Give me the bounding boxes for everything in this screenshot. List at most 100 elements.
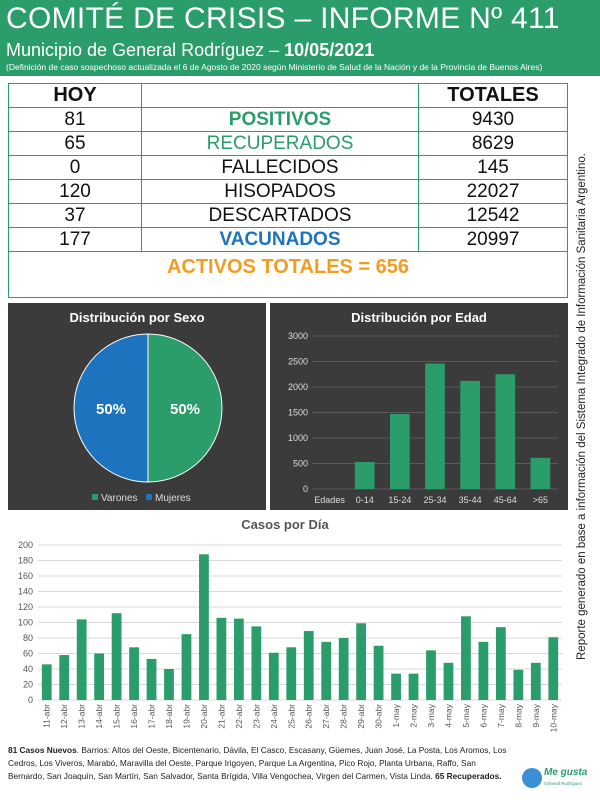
day-bar xyxy=(530,662,541,700)
daily-cases-panel: Casos por Día 0 20 40 60 80 100 120 140 160 180 20… xyxy=(0,514,570,739)
x-tick-label: 2-may xyxy=(409,703,419,727)
y-tick-label: 180 xyxy=(18,556,33,566)
row-label: FALLECIDOS xyxy=(141,156,419,179)
x-tick-label: 1-may xyxy=(391,703,401,727)
day-bar xyxy=(443,662,454,700)
x-tick-label: 15-abr xyxy=(112,704,122,729)
legend-label: Mujeres xyxy=(155,493,191,504)
report-subtitle: Municipio de General Rodríguez – 10/05/2… xyxy=(6,40,374,61)
hoy-value: 65 xyxy=(64,133,86,154)
new-cases-count: 81 Casos Nuevos xyxy=(8,745,77,755)
row-hisopados: 120 HISOPADOS 22027 xyxy=(9,180,567,204)
hoy-value: 0 xyxy=(69,157,81,178)
x-tick-label: 12-abr xyxy=(59,704,69,729)
age-bar xyxy=(425,363,445,489)
age-bar xyxy=(530,457,551,489)
barrios-list: . Barrios: Altos del Oeste, Bicentenario… xyxy=(8,745,507,781)
day-bar xyxy=(373,645,384,700)
row-label: HISOPADOS xyxy=(141,180,419,203)
x-tick-label: 25-34 xyxy=(423,495,446,505)
summary-header-row: HOY TOTALES xyxy=(9,84,567,108)
day-bar xyxy=(321,641,332,700)
row-vacunados: 177 VACUNADOS 20997 xyxy=(9,228,567,252)
age-distribution-panel: Distribución por Edad 0 500 1000 1500 2000 25… xyxy=(270,303,568,510)
logo-mark-icon xyxy=(522,768,542,788)
hoy-value: 120 xyxy=(59,181,91,202)
report-title: COMITÉ DE CRISIS – INFORME Nº 411 xyxy=(6,2,560,35)
hoy-value: 81 xyxy=(64,109,86,130)
x-tick-label: 9-may xyxy=(531,703,541,727)
total-value: 9430 xyxy=(471,109,515,130)
logo-subtext: General Rodríguez xyxy=(544,781,583,786)
pie-slice-mujeres xyxy=(73,333,149,483)
total-value: 22027 xyxy=(466,181,520,202)
legend-swatch xyxy=(146,494,152,500)
day-bar xyxy=(251,626,262,700)
day-bar xyxy=(268,652,279,700)
day-bar xyxy=(356,623,367,700)
definition-note: (Definición de caso sospechoso actualiza… xyxy=(6,62,543,72)
y-tick-label: 160 xyxy=(18,571,33,581)
x-tick-label: 20-abr xyxy=(199,704,209,729)
pie-slice-varones xyxy=(147,333,223,483)
x-tick-label: 3-may xyxy=(426,703,436,727)
age-bar xyxy=(495,374,516,489)
day-bar xyxy=(286,647,297,700)
age-bar xyxy=(390,414,410,489)
row-recuperados: 65 RECUPERADOS 8629 xyxy=(9,132,567,156)
hoy-value: 37 xyxy=(64,205,86,226)
day-bar xyxy=(233,618,244,700)
y-tick-label: 1500 xyxy=(288,408,308,418)
row-fallecidos: 0 FALLECIDOS 145 xyxy=(9,156,567,180)
day-bar xyxy=(181,634,192,700)
col-label-header xyxy=(141,84,419,107)
x-tick-label: 22-abr xyxy=(234,704,244,729)
day-bar xyxy=(391,673,401,700)
x-tick-label: 24-abr xyxy=(269,704,279,729)
x-tick-label: 0-14 xyxy=(356,495,374,505)
day-bar xyxy=(146,658,157,700)
x-tick-label: 27-abr xyxy=(321,704,331,729)
x-tick-label: 25-abr xyxy=(286,704,296,729)
x-tick-label: 21-abr xyxy=(216,704,226,729)
row-label: DESCARTADOS xyxy=(141,204,419,227)
x-tick-label: 17-abr xyxy=(147,704,157,729)
x-tick-label: Edades xyxy=(314,495,345,505)
legend-label: Varones xyxy=(101,493,138,504)
sex-chart-title: Distribución por Sexo xyxy=(69,310,205,325)
y-tick-label: 0 xyxy=(28,695,33,705)
x-tick-label: >65 xyxy=(533,495,548,505)
row-descartados: 37 DESCARTADOS 12542 xyxy=(9,204,567,228)
x-tick-label: 28-abr xyxy=(339,704,349,729)
day-bar xyxy=(199,554,209,700)
total-value: 12542 xyxy=(466,205,520,226)
y-tick-label: 2000 xyxy=(288,382,308,392)
y-tick-label: 120 xyxy=(18,602,33,612)
day-bar xyxy=(303,631,314,700)
x-tick-label: 11-abr xyxy=(42,704,52,728)
x-tick-label: 26-abr xyxy=(304,704,314,729)
legend-swatch xyxy=(92,494,98,500)
row-label: POSITIVOS xyxy=(141,108,419,131)
source-note: Reporte generado en base a información d… xyxy=(576,153,588,660)
report-header: COMITÉ DE CRISIS – INFORME Nº 411 Munici… xyxy=(0,0,600,76)
day-bar xyxy=(76,619,87,700)
day-bar xyxy=(548,637,559,700)
day-bar xyxy=(164,669,174,700)
row-positivos: 81 POSITIVOS 9430 xyxy=(9,108,567,132)
municipality-name: Municipio de General Rodríguez – xyxy=(6,40,285,60)
x-tick-label: 35-44 xyxy=(459,495,482,505)
x-tick-label: 13-abr xyxy=(77,704,87,729)
sex-pie-chart: 50% 50% Varones Mujeres xyxy=(73,333,223,504)
x-tick-label: 7-may xyxy=(496,703,506,727)
x-tick-label: 16-abr xyxy=(129,704,139,729)
x-tick-label: 10-may xyxy=(548,703,558,732)
row-label: VACUNADOS xyxy=(141,228,419,251)
day-bar xyxy=(41,664,52,700)
y-tick-label: 100 xyxy=(18,618,33,628)
y-tick-label: 500 xyxy=(293,459,308,469)
activos-totales: ACTIVOS TOTALES = 656 xyxy=(166,256,410,278)
age-bar xyxy=(460,380,480,489)
pie-slice-label: 50% xyxy=(96,401,126,418)
daily-chart-title: Casos por Día xyxy=(241,517,329,532)
